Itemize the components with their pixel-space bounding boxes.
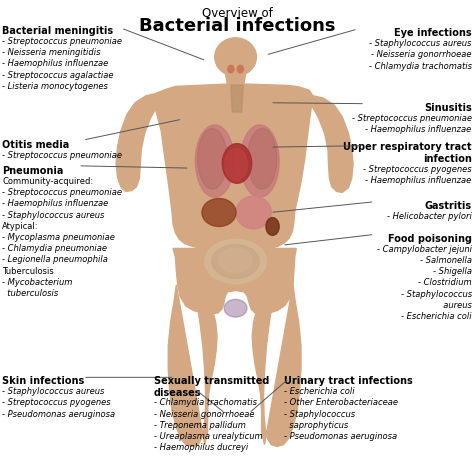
Ellipse shape bbox=[236, 196, 271, 229]
Text: - Helicobacter pylori: - Helicobacter pylori bbox=[387, 212, 472, 221]
Text: Gastritis: Gastritis bbox=[425, 201, 472, 211]
Text: - Streptococcus pyogenes: - Streptococcus pyogenes bbox=[363, 165, 472, 174]
Text: - Clostridium: - Clostridium bbox=[418, 278, 472, 287]
Text: - Mycobacterium: - Mycobacterium bbox=[2, 278, 73, 287]
Text: tuberculosis: tuberculosis bbox=[2, 289, 59, 298]
Text: Skin infections: Skin infections bbox=[2, 376, 85, 386]
Text: - Staphylococcus: - Staphylococcus bbox=[401, 290, 472, 298]
Text: - Staphylococcus aureus: - Staphylococcus aureus bbox=[369, 39, 472, 48]
Text: - Mycoplasma pneumoniae: - Mycoplasma pneumoniae bbox=[2, 233, 115, 242]
Text: - Streptococcus pyogenes: - Streptococcus pyogenes bbox=[2, 398, 111, 407]
Polygon shape bbox=[116, 91, 165, 191]
Text: - Neisseria gonorrhoeae: - Neisseria gonorrhoeae bbox=[371, 50, 472, 59]
Ellipse shape bbox=[222, 143, 252, 183]
Text: - Haemophilus influenzae: - Haemophilus influenzae bbox=[365, 125, 472, 134]
Text: Eye infections: Eye infections bbox=[394, 28, 472, 38]
Text: - Streptococcus pneumoniae: - Streptococcus pneumoniae bbox=[2, 151, 122, 160]
Text: - Treponema pallidum: - Treponema pallidum bbox=[154, 421, 246, 430]
Ellipse shape bbox=[195, 125, 234, 197]
Ellipse shape bbox=[228, 65, 234, 73]
Ellipse shape bbox=[212, 245, 259, 278]
Text: - Neisseria gonorrhoeae: - Neisseria gonorrhoeae bbox=[154, 410, 255, 418]
Ellipse shape bbox=[215, 38, 256, 76]
Text: - Staphylococcus aureus: - Staphylococcus aureus bbox=[2, 387, 105, 396]
Ellipse shape bbox=[240, 125, 279, 197]
Text: - Haemophilus ducreyi: - Haemophilus ducreyi bbox=[154, 443, 248, 452]
Text: - Streptococcus pneumoniae: - Streptococcus pneumoniae bbox=[352, 114, 472, 123]
Polygon shape bbox=[226, 75, 246, 85]
Text: diseases: diseases bbox=[154, 388, 201, 398]
Text: - Campylobacter jejuni: - Campylobacter jejuni bbox=[377, 245, 472, 254]
Text: - Escherichia coli: - Escherichia coli bbox=[284, 387, 355, 396]
Polygon shape bbox=[304, 91, 353, 192]
Text: - Chlamydia trachomatis: - Chlamydia trachomatis bbox=[369, 62, 472, 71]
Ellipse shape bbox=[247, 128, 277, 189]
Text: aureus: aureus bbox=[438, 301, 472, 310]
Text: - Chlamydia trachomatis: - Chlamydia trachomatis bbox=[154, 398, 257, 407]
Polygon shape bbox=[252, 280, 301, 446]
Text: - Pseudomonas aeruginosa: - Pseudomonas aeruginosa bbox=[284, 432, 398, 441]
Text: - Pseudomonas aeruginosa: - Pseudomonas aeruginosa bbox=[2, 410, 116, 418]
Text: Pneumonia: Pneumonia bbox=[2, 166, 64, 176]
Text: Otitis media: Otitis media bbox=[2, 140, 70, 150]
Text: Sinusitis: Sinusitis bbox=[424, 103, 472, 113]
Ellipse shape bbox=[198, 128, 227, 189]
Text: Community-acquired:: Community-acquired: bbox=[2, 177, 93, 186]
Text: - Salmonella: - Salmonella bbox=[419, 256, 472, 265]
Text: - Staphylococcus: - Staphylococcus bbox=[284, 410, 356, 418]
Text: - Staphylococcus aureus: - Staphylococcus aureus bbox=[2, 211, 105, 219]
Text: Urinary tract infections: Urinary tract infections bbox=[284, 376, 413, 386]
Text: Upper respiratory tract: Upper respiratory tract bbox=[343, 142, 472, 152]
Text: - Escherichia coli: - Escherichia coli bbox=[401, 312, 472, 321]
Text: - Listeria monocytogenes: - Listeria monocytogenes bbox=[2, 82, 108, 91]
Text: Atypical:: Atypical: bbox=[2, 222, 39, 231]
Text: Bacterial infections: Bacterial infections bbox=[139, 17, 335, 35]
Text: Sexually transmitted: Sexually transmitted bbox=[154, 376, 269, 386]
Text: - Other Enterobacteriaceae: - Other Enterobacteriaceae bbox=[284, 398, 399, 407]
Ellipse shape bbox=[225, 149, 247, 180]
Text: - Streptococcus pneumoniae: - Streptococcus pneumoniae bbox=[2, 188, 122, 197]
Text: saprophyticus: saprophyticus bbox=[284, 421, 349, 430]
Text: infection: infection bbox=[423, 154, 472, 163]
Text: Food poisoning: Food poisoning bbox=[388, 234, 472, 243]
Ellipse shape bbox=[219, 248, 252, 273]
Text: Tuberculosis: Tuberculosis bbox=[2, 267, 54, 276]
Ellipse shape bbox=[266, 218, 279, 235]
Text: - Shigella: - Shigella bbox=[433, 267, 472, 276]
Ellipse shape bbox=[205, 239, 266, 283]
Ellipse shape bbox=[237, 65, 244, 73]
Text: - Legionella pneumophila: - Legionella pneumophila bbox=[2, 255, 108, 264]
Ellipse shape bbox=[202, 198, 236, 226]
Polygon shape bbox=[173, 248, 296, 314]
Polygon shape bbox=[168, 280, 217, 446]
Text: Overview of: Overview of bbox=[201, 7, 273, 20]
Polygon shape bbox=[231, 85, 243, 112]
Ellipse shape bbox=[224, 299, 247, 317]
Text: - Streptococcus agalactiae: - Streptococcus agalactiae bbox=[2, 71, 114, 79]
Text: - Chlamydia pneumoniae: - Chlamydia pneumoniae bbox=[2, 244, 108, 253]
Text: - Haemophilus influenzae: - Haemophilus influenzae bbox=[2, 199, 109, 208]
Text: - Haemophilus influenzae: - Haemophilus influenzae bbox=[365, 176, 472, 185]
Polygon shape bbox=[153, 84, 313, 249]
Text: Bacterial meningitis: Bacterial meningitis bbox=[2, 26, 113, 35]
Text: - Ureaplasma urealyticum: - Ureaplasma urealyticum bbox=[154, 432, 263, 441]
Text: - Neisseria meningitidis: - Neisseria meningitidis bbox=[2, 48, 101, 57]
Text: - Haemophilus influenzae: - Haemophilus influenzae bbox=[2, 59, 109, 68]
Text: - Streptococcus pneumoniae: - Streptococcus pneumoniae bbox=[2, 37, 122, 46]
